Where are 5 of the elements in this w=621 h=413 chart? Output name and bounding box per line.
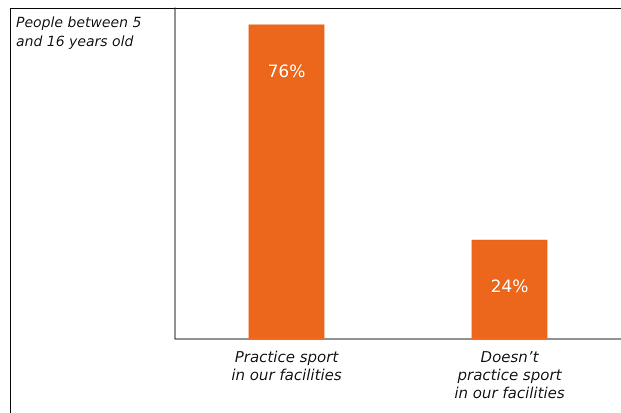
y-axis-title: People between 5 and 16 years old <box>16 14 142 52</box>
x-tick-label: Practice sport in our facilities <box>231 348 342 384</box>
data-label: 76% <box>268 62 306 82</box>
data-label: 24% <box>490 277 528 298</box>
x-tick-label: Doesn’t practice sport in our facilities <box>454 348 565 402</box>
